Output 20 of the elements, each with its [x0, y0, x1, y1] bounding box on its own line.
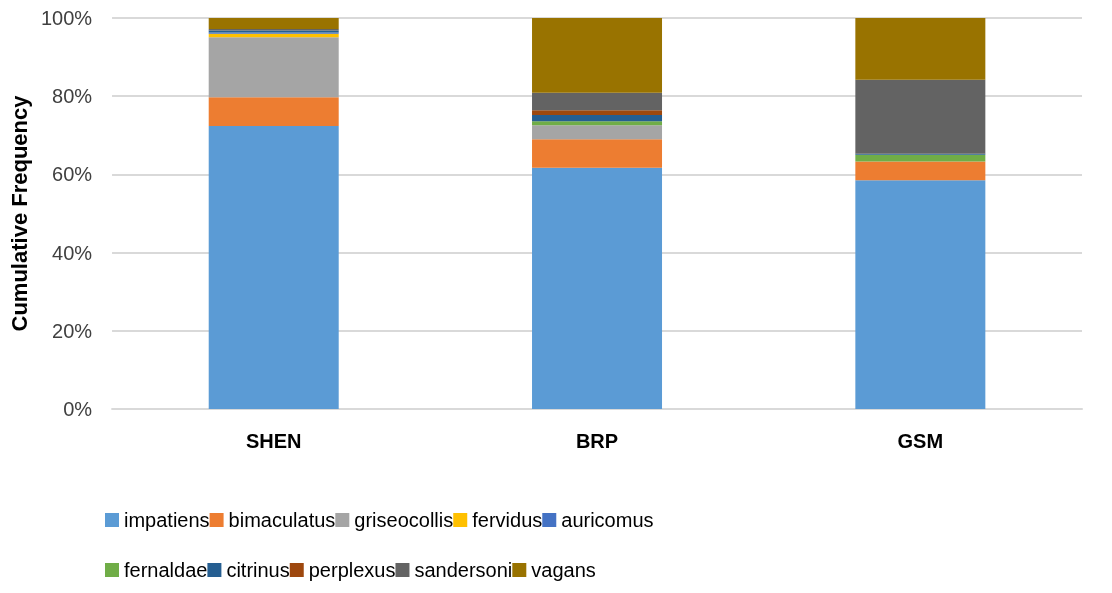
y-tick-label: 80%: [52, 85, 93, 108]
legend-label: fervidus: [472, 509, 543, 531]
y-tick-label: 40%: [52, 241, 93, 264]
x-tick-label: SHEN: [245, 430, 302, 452]
legend-label: sandersoni: [414, 559, 513, 581]
y-tick-label: 60%: [52, 163, 93, 186]
y-tick-label: 20%: [52, 319, 93, 342]
legend-label: impatiens: [124, 509, 210, 531]
legend-label: auricomus: [561, 509, 654, 531]
legend-label: fernaldae: [124, 559, 208, 581]
legend-label: griseocollis: [354, 509, 454, 531]
legend-label: bimaculatus: [228, 509, 336, 531]
legend-label: vagans: [531, 559, 596, 581]
legend-label: citrinus: [226, 559, 290, 581]
legend-label: perplexus: [308, 559, 396, 581]
y-axis-title: Cumulative Frequency: [6, 94, 32, 332]
y-tick-label: 100%: [40, 7, 93, 29]
y-tick-label: 0%: [63, 398, 93, 420]
x-tick-label: BRP: [575, 430, 619, 452]
x-tick-label: GSM: [897, 430, 944, 452]
